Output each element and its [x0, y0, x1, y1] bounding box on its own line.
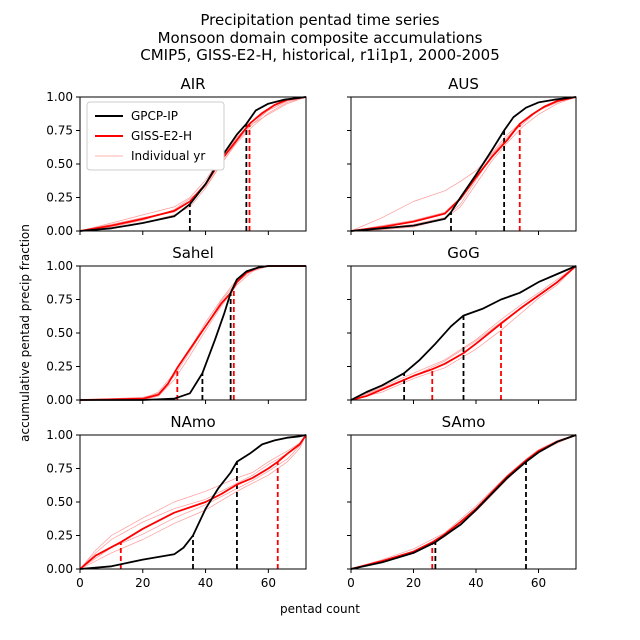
panel-samo-plot-area — [350, 434, 577, 570]
panel-sahel-ytick-label-1: 0.25 — [46, 360, 73, 374]
panel-air-ytick-label-3: 0.75 — [46, 124, 73, 138]
panel-gog-model-line — [350, 265, 577, 401]
panel-namo-model-line — [79, 434, 307, 570]
panel-gog-obs-line — [350, 265, 577, 401]
panel-aus: AUS — [347, 75, 577, 235]
panel-sahel-title: Sahel — [172, 244, 214, 262]
panel-gog-individual-yr-2 — [350, 265, 577, 401]
panel-namo-ytick-label-2: 0.50 — [46, 495, 73, 509]
panel-namo-individual-yr-2 — [79, 434, 307, 570]
panel-namo-ytick-label-3: 0.75 — [46, 462, 73, 476]
panel-sahel-plot-area — [79, 265, 306, 401]
panel-aus-plot-area — [350, 96, 577, 232]
panel-namo: NAmo 0 20 40 60 0.00 0.25 0.50 0.75 1.00 — [46, 413, 307, 590]
x-axis-label: pentad count — [280, 602, 360, 616]
panel-aus-title: AUS — [448, 75, 479, 93]
panel-gog-title: GoG — [447, 244, 479, 262]
legend-individual-label: Individual yr — [131, 149, 205, 163]
panel-air-title: AIR — [180, 75, 205, 93]
panel-sahel-obs-line — [80, 265, 306, 401]
legend: GPCP-IP GISS-E2-H Individual yr — [86, 101, 225, 171]
panel-samo-title: SAmo — [442, 413, 486, 431]
panel-namo-xtick-label-60: 60 — [261, 576, 276, 590]
panel-namo-title: NAmo — [170, 413, 215, 431]
panel-gog: GoG — [347, 244, 577, 404]
panel-air-ytick-label-1: 0.25 — [46, 191, 73, 205]
panel-namo-ytick-label-1: 0.25 — [46, 529, 73, 543]
legend-box — [86, 101, 225, 171]
panel-samo-individual-yr-1 — [350, 434, 577, 570]
legend-obs-label: GPCP-IP — [131, 109, 178, 123]
panel-air-ytick-label-4: 1.00 — [46, 90, 73, 104]
panel-aus-obs-line — [350, 96, 577, 232]
panel-samo: SAmo 0 20 40 60 — [347, 413, 577, 590]
panel-sahel-ytick-label-3: 0.75 — [46, 293, 73, 307]
panel-namo-xtick-label-40: 40 — [198, 576, 213, 590]
panel-samo-xtick-label-60: 60 — [531, 576, 546, 590]
panel-namo-xtick-label-20: 20 — [135, 576, 150, 590]
panel-sahel-ytick-label-0: 0.00 — [46, 393, 73, 407]
panel-gog-plot-area — [350, 265, 577, 401]
panel-samo-xtick-label-20: 20 — [406, 576, 421, 590]
panel-sahel-individual-yr-2 — [80, 265, 306, 401]
panel-aus-model-line — [350, 96, 577, 232]
panel-namo-ytick-label-4: 1.00 — [46, 428, 73, 442]
figure-title-line-3: CMIP5, GISS-E2-H, historical, r1i1p1, 20… — [140, 46, 500, 64]
panel-aus-individual-yr-4 — [350, 96, 577, 232]
panel-sahel: Sahel 0.00 0.25 0.50 0.75 1.00 — [46, 244, 307, 407]
panel-air-individual-yr-4 — [79, 96, 307, 232]
panel-samo-obs-line — [350, 434, 577, 570]
panels: AIR 0.00 0.25 0.50 0.75 1.00 AUS Sahel 0.00 0.25 0… — [46, 75, 577, 590]
panel-sahel-ytick-label-4: 1.00 — [46, 259, 73, 273]
figure-title-line-2: Monsoon domain composite accumulations — [158, 29, 483, 47]
figure-title-line-1: Precipitation pentad time series — [200, 11, 439, 29]
panel-samo-model-line — [350, 434, 577, 570]
y-axis-label: accumulative pentad precip fraction — [18, 224, 32, 442]
panel-samo-xtick-label-0: 0 — [347, 576, 355, 590]
panel-namo-xtick-label-0: 0 — [76, 576, 84, 590]
panel-namo-plot-area — [79, 434, 307, 570]
panel-namo-ytick-label-0: 0.00 — [46, 562, 73, 576]
panel-sahel-ytick-label-2: 0.50 — [46, 326, 73, 340]
panel-air-ytick-label-2: 0.50 — [46, 157, 73, 171]
panel-namo-obs-line — [79, 434, 307, 570]
panel-air-ytick-label-0: 0.00 — [46, 224, 73, 238]
legend-model-label: GISS-E2-H — [131, 129, 192, 143]
panel-gog-individual-yr-1 — [350, 265, 577, 401]
panel-samo-xtick-label-40: 40 — [468, 576, 483, 590]
